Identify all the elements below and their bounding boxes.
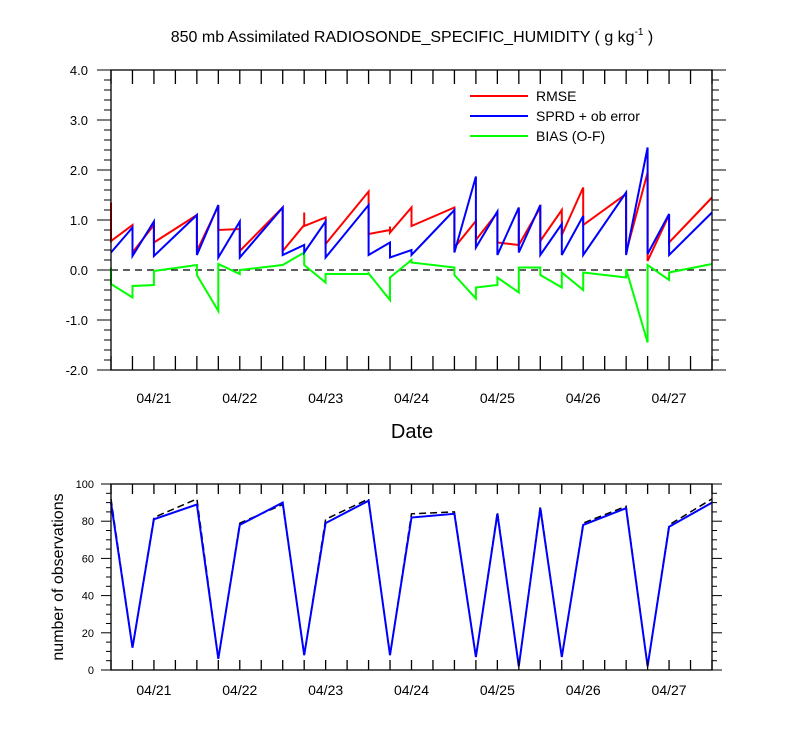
top-x-tick-label: 04/26 xyxy=(566,390,601,406)
bottom-y-tick-label: 20 xyxy=(82,628,94,640)
bias-line xyxy=(110,250,713,343)
bottom-y-tick-label: 40 xyxy=(82,591,94,603)
bottom-x-tick-label: 04/23 xyxy=(308,682,343,698)
top-x-tick-label: 04/24 xyxy=(394,390,429,406)
chart-title-main: 850 mb Assimilated RADIOSONDE_SPECIFIC_H… xyxy=(171,29,635,46)
top-x-tick-label: 04/23 xyxy=(308,390,343,406)
chart-title-end: ) xyxy=(643,29,653,46)
observations-assimilated-line xyxy=(110,499,713,667)
top-y-tick-label: 2.0 xyxy=(70,163,88,178)
bottom-x-tick-label: 04/21 xyxy=(136,682,171,698)
bottom-x-tick-label: 04/25 xyxy=(480,682,515,698)
legend: RMSE SPRD + ob error BIAS (O-F) xyxy=(470,88,640,144)
top-y-tick-label: -2.0 xyxy=(66,363,88,378)
legend-label-sprd: SPRD + ob error xyxy=(536,108,640,124)
bottom-x-tick-label: 04/24 xyxy=(394,682,429,698)
legend-label-bias: BIAS (O-F) xyxy=(536,128,605,144)
bottom-y-tick-label: 60 xyxy=(82,553,94,565)
top-y-tick-label: 0.0 xyxy=(70,263,88,278)
top-x-tick-label: 04/27 xyxy=(652,390,687,406)
top-x-tick-label: 04/25 xyxy=(480,390,515,406)
bottom-ticks-group xyxy=(101,483,722,671)
x-axis-label: Date xyxy=(391,421,433,443)
top-y-tick-label: 1.0 xyxy=(70,213,88,228)
observations-possible-line xyxy=(110,497,713,667)
bottom-series-group xyxy=(110,497,713,667)
top-ticks-group xyxy=(97,69,726,371)
bottom-x-tick-label: 04/22 xyxy=(222,682,257,698)
bottom-y-tick-labels: 100 80 60 40 20 0 xyxy=(76,479,94,677)
top-series-group xyxy=(110,147,713,343)
bottom-x-tick-labels: 04/21 04/22 04/23 04/24 04/25 04/26 04/27 xyxy=(136,682,686,698)
sprd-line xyxy=(110,147,713,262)
bottom-y-tick-label: 80 xyxy=(82,516,94,528)
top-plot-frame xyxy=(110,69,713,371)
legend-label-rmse: RMSE xyxy=(536,88,576,104)
top-panel: 850 mb Assimilated RADIOSONDE_SPECIFIC_H… xyxy=(66,27,726,443)
chart-title-superscript: -1 xyxy=(635,27,644,38)
bottom-y-tick-label: 100 xyxy=(76,479,94,491)
bottom-plot-frame xyxy=(110,483,713,671)
bottom-x-tick-label: 04/26 xyxy=(566,682,601,698)
chart-title: 850 mb Assimilated RADIOSONDE_SPECIFIC_H… xyxy=(171,27,654,46)
top-x-tick-label: 04/22 xyxy=(222,390,257,406)
top-y-tick-labels: 4.0 3.0 2.0 1.0 0.0 -1.0 -2.0 xyxy=(66,63,88,378)
y-axis-label-observations: number of observations xyxy=(50,493,67,660)
top-y-tick-label: 3.0 xyxy=(70,113,88,128)
top-x-tick-label: 04/21 xyxy=(136,390,171,406)
bottom-y-tick-label: 0 xyxy=(88,665,94,677)
bottom-x-tick-label: 04/27 xyxy=(652,682,687,698)
top-y-tick-label: 4.0 xyxy=(70,63,88,78)
top-y-tick-label: -1.0 xyxy=(66,313,88,328)
rmse-line xyxy=(110,172,713,262)
top-x-tick-labels: 04/21 04/22 04/23 04/24 04/25 04/26 04/27 xyxy=(136,390,686,406)
